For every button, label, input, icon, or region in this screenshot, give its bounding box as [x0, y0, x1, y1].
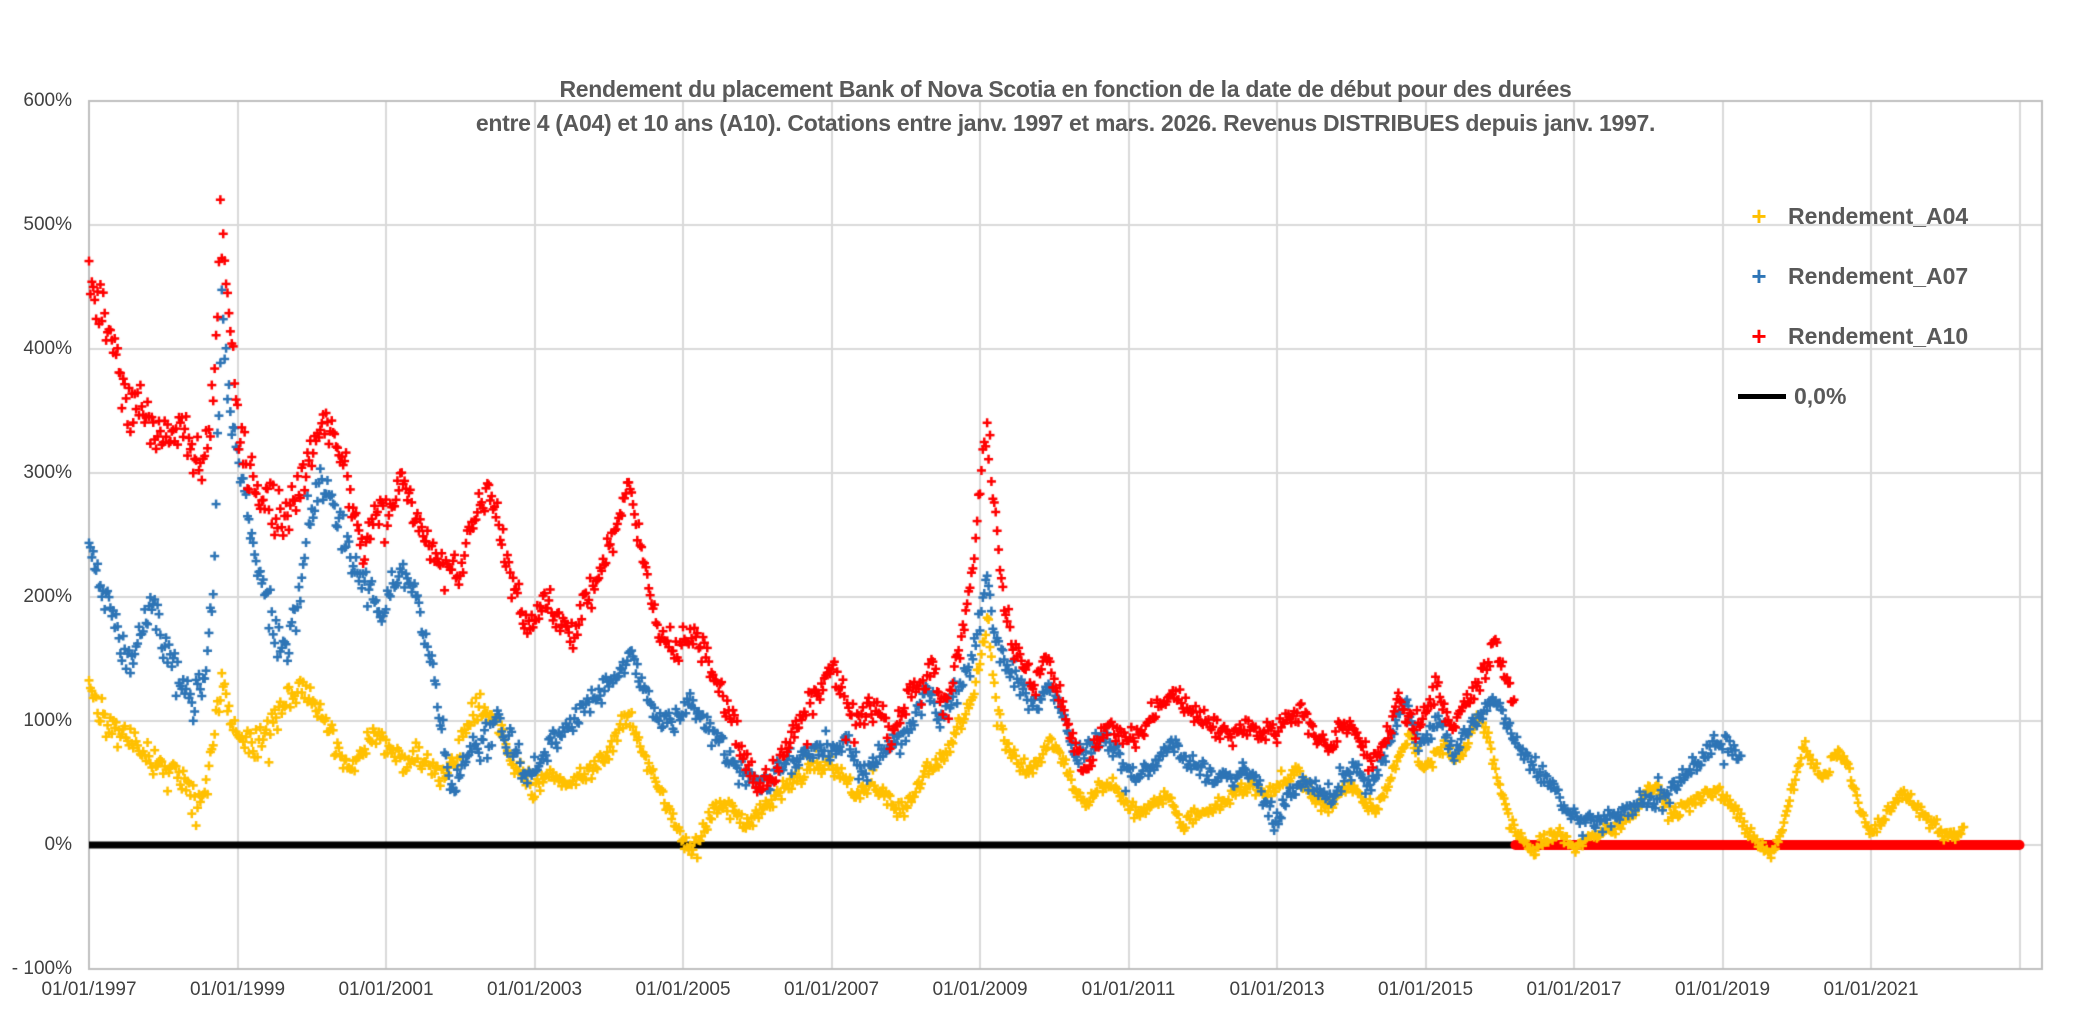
- y-tick-label: 600%: [23, 90, 72, 111]
- legend-item-a07[interactable]: + Rendement_A07: [1738, 246, 2038, 306]
- x-tick-label: 01/01/2007: [783, 979, 880, 1000]
- y-tick-label: 0%: [44, 834, 72, 855]
- x-tick-label: 01/01/2003: [486, 979, 583, 1000]
- plus-marker-icon: +: [1751, 201, 1767, 231]
- x-tick-label: 01/01/2009: [932, 979, 1028, 1000]
- plus-marker-icon: +: [1751, 261, 1767, 291]
- x-tick-label: 01/01/1999: [189, 979, 286, 1000]
- x-tick-label: 01/01/2021: [1823, 979, 1919, 1000]
- legend-item-a10[interactable]: + Rendement_A10: [1738, 306, 2038, 366]
- plus-marker-icon: +: [1751, 321, 1767, 351]
- legend-item-zero[interactable]: 0,0%: [1738, 366, 2038, 426]
- x-tick-label: 01/01/2005: [635, 979, 731, 1000]
- x-tick-label: 01/01/2013: [1229, 979, 1325, 1000]
- y-tick-label: 300%: [23, 462, 72, 483]
- x-tick-label: 01/01/2019: [1674, 979, 1771, 1000]
- legend-label: Rendement_A10: [1788, 322, 1969, 349]
- x-tick-label: 01/01/1997: [41, 979, 137, 1000]
- y-tick-label: 100%: [23, 710, 72, 731]
- legend-label: 0,0%: [1794, 382, 1847, 409]
- legend-label: Rendement_A04: [1788, 202, 1969, 229]
- legend-label: Rendement_A07: [1788, 262, 1969, 289]
- zero-line-icon: [1738, 393, 1786, 399]
- x-tick-label: 01/01/2001: [338, 979, 434, 1000]
- y-tick-label: 400%: [23, 338, 72, 359]
- legend: + Rendement_A04 + Rendement_A07 + Rendem…: [1738, 186, 2038, 426]
- chart-title-line-1: Rendement du placement Bank of Nova Scot…: [559, 76, 1572, 102]
- y-tick-label: 500%: [23, 214, 72, 235]
- y-tick-label: - 100%: [11, 958, 72, 979]
- legend-item-a04[interactable]: + Rendement_A04: [1738, 186, 2038, 246]
- x-tick-label: 01/01/2015: [1377, 979, 1474, 1000]
- chart-title-line-2: entre 4 (A04) et 10 ans (A10). Cotations…: [475, 110, 1656, 136]
- x-tick-label: 01/01/2017: [1526, 979, 1622, 1000]
- chart-title: Rendement du placement Bank of Nova Scot…: [89, 72, 2042, 140]
- y-tick-label: 200%: [23, 586, 72, 607]
- x-tick-label: 01/01/2011: [1081, 979, 1176, 1000]
